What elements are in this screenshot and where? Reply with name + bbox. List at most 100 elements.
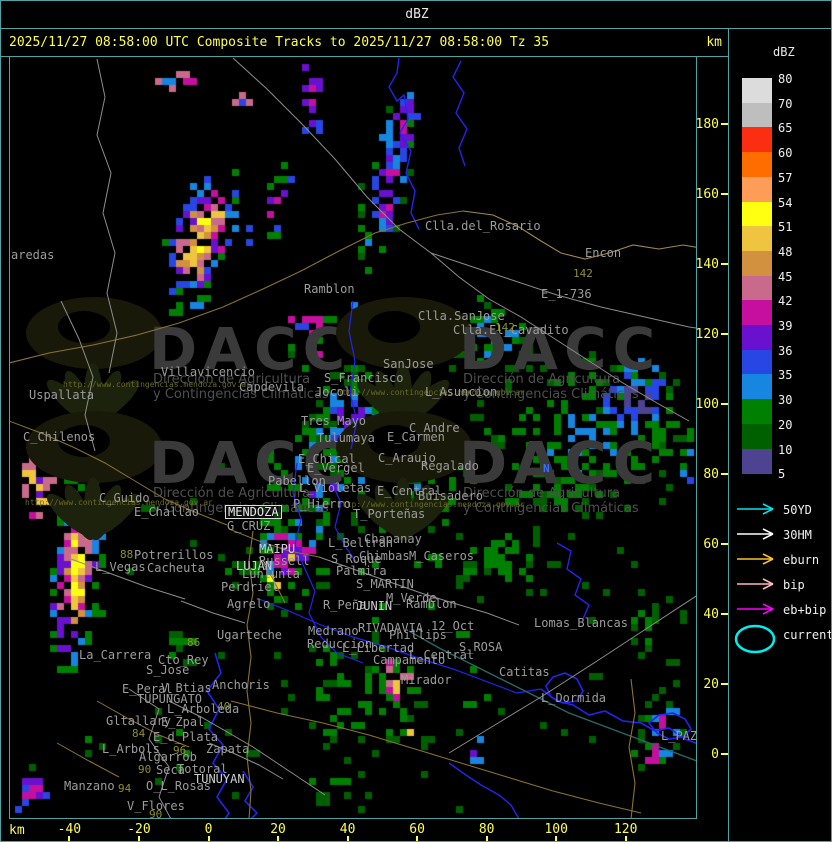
x-axis-tick-label: 100 [544,822,568,837]
map-line-river [348,300,358,450]
dbz-scale-swatch [742,325,772,351]
x-axis-tick [555,836,558,841]
x-axis-tick [137,836,140,841]
y-axis-tick [721,263,728,265]
dbz-scale-value: 10 [778,442,793,457]
map-line-river [448,762,520,818]
y-axis-tick-label: 20 [703,677,719,692]
dbz-scale-value: 39 [778,319,793,333]
x-axis-tick-label: 40 [339,822,356,837]
dbz-scale-swatch [742,152,772,178]
map-line-boundary [430,252,696,329]
x-axis-tick [68,836,71,841]
track-legend-label: bip [783,578,805,592]
y-axis-tick [721,193,728,195]
map-line-river [388,57,420,230]
x-axis-tick-label: -40 [57,822,82,837]
dacc-watermark-letters: DACC [459,315,661,383]
dbz-scale-value: 80 [778,72,793,86]
legend-separator [728,29,729,841]
dbz-scale-value: 45 [778,269,793,284]
30HM-arrow-icon [737,528,774,540]
map-line-road [258,556,286,604]
dbz-scale-swatch [742,250,772,277]
y-axis-tick-label: 180 [695,117,719,132]
watermark-url: http://www.contingencias.mendoza.gov.ar [337,500,525,509]
dbz-scale-swatch [742,300,772,326]
map-line-road [10,420,228,526]
y-axis-tick [721,123,728,125]
y-axis-tick [721,753,728,755]
track-legend-label: eb+bip [783,603,827,617]
map-line-river [647,712,693,740]
map-line-river [330,480,358,564]
dbz-scale-value: 5 [778,467,786,482]
x-axis-tick [485,836,488,841]
50YD-arrow-icon [737,503,774,515]
map-line-boundary [96,58,118,374]
page-title: dBZ [405,7,429,22]
dbz-scale-swatch [742,226,772,252]
map-line-boundary [128,688,172,818]
x-axis-tick [346,836,349,841]
dbz-scale-swatch [742,102,772,128]
map-line-river [258,598,542,694]
map-line-river [292,462,364,664]
y-axis-tick-label: 120 [695,327,719,342]
legend-title: dBZ [773,45,795,59]
watermark-url: http://www.contingencias.mendoza.gov.ar [63,380,251,389]
dacc-watermark-letters: DACC [459,429,661,497]
dbz-scale-value: 35 [778,368,793,383]
dbz-scale-value: 36 [778,343,793,358]
map-line-river [556,542,590,620]
x-axis-tick [416,836,419,841]
y-axis-tick [721,333,728,335]
svg-text:Dirección de Agricultura: Dirección de Agricultura [463,372,620,387]
dacc-watermark-letters: DACC [149,315,351,383]
map-line-boundary [232,57,690,422]
map-line-boundary [168,700,326,796]
dbz-scale-value: 57 [778,170,793,185]
dbz-scale-swatch [742,275,772,301]
dbz-scale-value: 20 [778,417,793,432]
dbz-scale-value: 30 [778,393,793,408]
dbz-scale-swatch [742,127,772,153]
map-line-boundary [70,558,186,600]
map-line-boundary [180,600,246,624]
track-legend-icons [734,503,776,654]
y-axis-tick [721,473,728,475]
radar-map-plot[interactable]: DACC Dirección de Agricultura y Contingenc… [9,56,697,821]
track-legend-label: current [783,628,832,642]
track-legend-label: 30HM [783,528,812,542]
timestamp-text: 2025/11/27 08:58:00 UTC Composite Tracks… [9,35,550,50]
svg-text:y Contingencias Climáticas: y Contingencias Climáticas [463,501,639,516]
dbz-scale-swatch [742,78,772,104]
map-line-road [228,528,320,558]
x-axis-tick-label: -20 [127,822,151,837]
y-axis-tick-label: 0 [711,747,719,762]
dbz-scale-swatch [742,349,772,375]
y-axis-tick-label: 40 [703,607,719,622]
map-line-boundary [208,742,284,780]
y-axis-tick [721,543,728,545]
map-line-road [56,742,120,778]
dbz-scale-swatch [742,399,772,425]
x-axis-tick-label: 20 [270,822,286,837]
y-axis-tick-label: 100 [695,397,719,412]
dbz-scale-value: 70 [778,96,793,111]
map-line-road [96,700,190,748]
map-line-road_light [462,210,696,260]
x-axis-tick [207,836,210,841]
watermark-url: http://www.contingencias.mendoza.gov.ar [25,498,213,507]
current-cell-ellipse-icon [734,624,776,654]
x-axis-tick-label: 0 [204,822,213,837]
y-axis-tick-label: 160 [695,187,719,202]
x-axis-tick-label: 80 [478,822,495,837]
track-legend-label: eburn [783,553,820,567]
x-axis-tick [277,836,280,841]
map-line-boundary [318,556,520,626]
